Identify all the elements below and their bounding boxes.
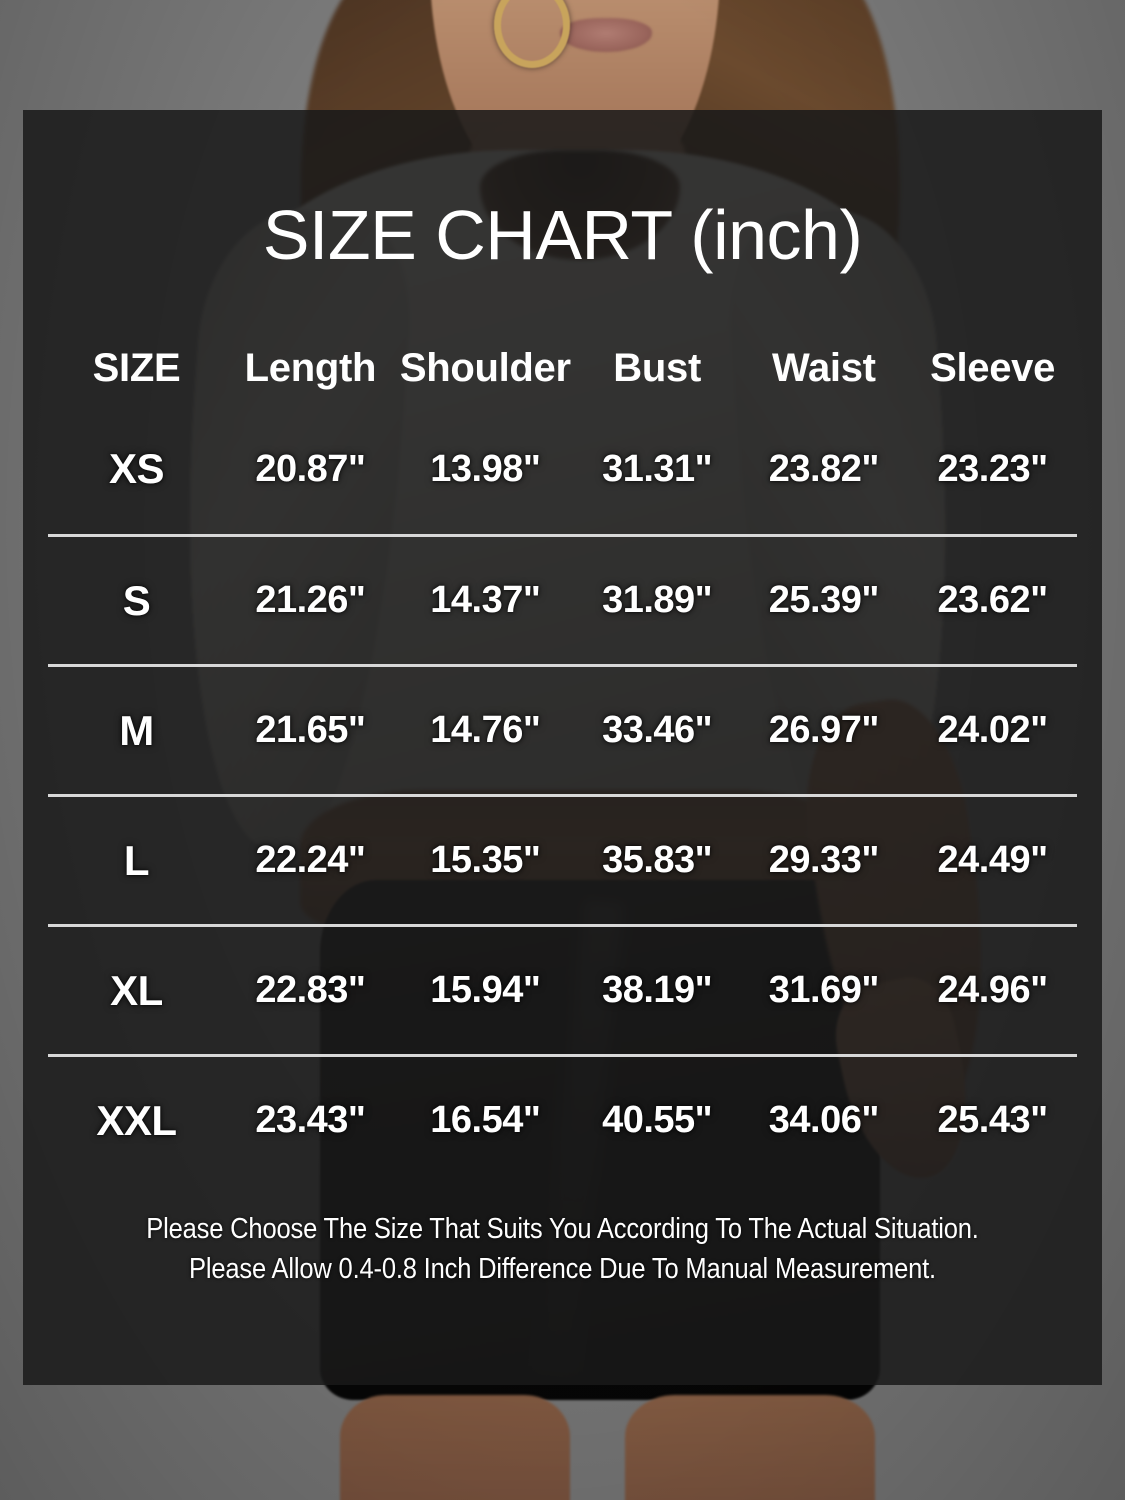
cell-waist: 34.06" xyxy=(768,1099,880,1141)
cell-waist: 31.69" xyxy=(768,969,880,1011)
table-row: S 21.26" 14.37" 31.89" 25.39" 23.62" xyxy=(48,534,1077,664)
column-header-length: Length xyxy=(244,345,377,390)
column-header-shoulder: Shoulder xyxy=(399,345,571,390)
cell-size: L xyxy=(123,836,150,884)
cell-shoulder: 14.37" xyxy=(430,579,541,621)
cell-bust: 35.83" xyxy=(602,839,713,881)
cell-sleeve: 24.49" xyxy=(937,839,1049,881)
cell-size: S xyxy=(122,576,151,624)
cell-sleeve: 24.96" xyxy=(937,969,1049,1011)
cell-length: 21.65" xyxy=(255,709,366,751)
hoop-earring xyxy=(494,0,570,68)
table-header-row: SIZE Length Shoulder Bust Waist Sleeve xyxy=(48,332,1077,404)
column-header-waist: Waist xyxy=(771,345,876,390)
cell-bust: 40.55" xyxy=(602,1099,713,1141)
table-row: L 22.24" 15.35" 35.83" 29.33" 24.49" xyxy=(48,794,1077,924)
table-row: XXL 23.43" 16.54" 40.55" 34.06" 25.43" xyxy=(48,1054,1077,1184)
footnotes: Please Choose The Size That Suits You Ac… xyxy=(23,1209,1102,1289)
cell-shoulder: 16.54" xyxy=(430,1099,541,1141)
table-row: XL 22.83" 15.94" 38.19" 31.69" 24.96" xyxy=(48,924,1077,1054)
cell-waist: 29.33" xyxy=(768,839,880,881)
cell-waist: 26.97" xyxy=(768,709,880,751)
cell-bust: 31.89" xyxy=(602,579,713,621)
cell-length: 22.83" xyxy=(255,969,366,1011)
cell-shoulder: 15.35" xyxy=(430,839,541,881)
cell-size: XXL xyxy=(96,1096,177,1144)
cell-waist: 23.82" xyxy=(768,447,880,490)
cell-shoulder: 15.94" xyxy=(430,969,541,1011)
cell-size: M xyxy=(119,706,154,754)
cell-length: 23.43" xyxy=(255,1099,366,1141)
table-row: M 21.65" 14.76" 33.46" 26.97" 24.02" xyxy=(48,664,1077,794)
cell-size: XS xyxy=(108,445,165,492)
cell-bust: 31.31" xyxy=(602,447,713,490)
cell-length: 20.87" xyxy=(255,447,366,490)
cell-length: 21.26" xyxy=(255,579,366,621)
cell-bust: 38.19" xyxy=(602,969,713,1011)
cell-sleeve: 23.62" xyxy=(937,579,1049,621)
table-row: XS 20.87" 13.98" 31.31" 23.82" 23.23" xyxy=(48,404,1077,534)
cell-shoulder: 14.76" xyxy=(430,709,541,751)
cell-sleeve: 24.02" xyxy=(937,709,1049,751)
size-chart-table: SIZE Length Shoulder Bust Waist Sleeve X… xyxy=(48,332,1077,1184)
footnote-line-2: Please Allow 0.4-0.8 Inch Difference Due… xyxy=(189,1252,936,1285)
cell-shoulder: 13.98" xyxy=(430,447,541,490)
cell-sleeve: 23.23" xyxy=(937,447,1049,490)
footnote-line-1: Please Choose The Size That Suits You Ac… xyxy=(146,1212,979,1245)
cell-sleeve: 25.43" xyxy=(937,1099,1049,1141)
cell-length: 22.24" xyxy=(255,839,366,881)
page-title: SIZE CHART (inch) xyxy=(262,196,863,274)
cell-bust: 33.46" xyxy=(602,709,713,751)
model-leg-right xyxy=(625,1395,875,1500)
model-lips xyxy=(560,18,652,52)
column-header-bust: Bust xyxy=(613,345,701,390)
column-header-sleeve: Sleeve xyxy=(930,345,1056,390)
column-header-size: SIZE xyxy=(92,345,181,390)
cell-size: XL xyxy=(110,966,163,1014)
model-leg-left xyxy=(340,1395,570,1500)
cell-waist: 25.39" xyxy=(768,579,880,621)
size-chart-panel: SIZE CHART (inch) SIZE Length Shoulder B… xyxy=(23,110,1102,1385)
